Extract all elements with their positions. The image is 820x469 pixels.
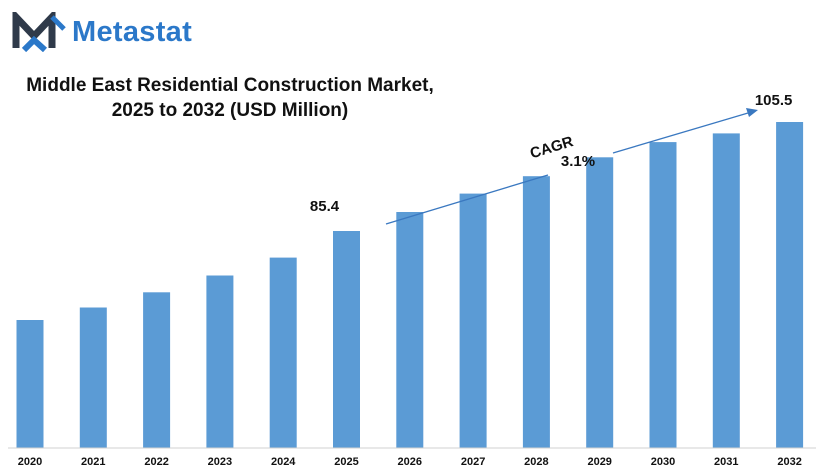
x-tick-2030: 2030 <box>651 456 675 468</box>
metastat-logo-icon <box>12 12 66 52</box>
chart-title-line-2: 2025 to 2032 (USD Million) <box>111 100 349 121</box>
cagr-arrow-line-2 <box>612 112 749 154</box>
data-label-2032: 105.5 <box>755 92 793 109</box>
x-tick-2027: 2027 <box>461 456 485 468</box>
bar-2027 <box>459 193 487 448</box>
bar-2029 <box>586 157 614 449</box>
x-tick-2029: 2029 <box>587 456 611 468</box>
cagr-arrow-head <box>746 108 758 117</box>
x-tick-2021: 2021 <box>81 456 105 468</box>
x-tick-2032: 2032 <box>777 456 801 468</box>
cagr-value: 3.1% <box>561 153 595 170</box>
bar-2021 <box>79 307 107 448</box>
bar-2020 <box>16 320 44 448</box>
bar-2031 <box>712 133 740 448</box>
x-tick-2022: 2022 <box>144 456 168 468</box>
chart-title: Middle East Residential Construction Mar… <box>0 73 460 123</box>
data-labels: 85.4 105.5 <box>310 92 792 215</box>
logo-text: Metastat <box>72 16 193 48</box>
data-label-2025: 85.4 <box>310 198 340 215</box>
bar-2025 <box>333 231 360 448</box>
bar-2024 <box>269 257 297 448</box>
x-tick-2024: 2024 <box>271 456 296 468</box>
bars-layer <box>16 122 804 449</box>
x-tick-2023: 2023 <box>208 456 232 468</box>
bar-2030 <box>649 142 677 448</box>
cagr-arrow-line-1 <box>385 174 549 225</box>
x-tick-2020: 2020 <box>18 456 42 468</box>
chart-title-line-1: Middle East Residential Construction Mar… <box>26 75 434 96</box>
x-tick-2026: 2026 <box>398 456 422 468</box>
x-tick-2031: 2031 <box>714 456 738 468</box>
x-tick-labels: 2020 2021 2022 2023 2024 2025 2026 2027 2028 2029… <box>18 456 802 468</box>
bar-2026 <box>396 212 424 448</box>
x-tick-2025: 2025 <box>334 456 358 468</box>
bar-2022 <box>143 292 171 448</box>
cagr-annotation: CAGR 3.1% <box>385 108 758 225</box>
bar-2032 <box>776 122 804 448</box>
x-tick-2028: 2028 <box>524 456 548 468</box>
bar-2023 <box>206 275 234 448</box>
bar-2028 <box>522 176 550 448</box>
metastat-logo: Metastat <box>12 12 222 54</box>
